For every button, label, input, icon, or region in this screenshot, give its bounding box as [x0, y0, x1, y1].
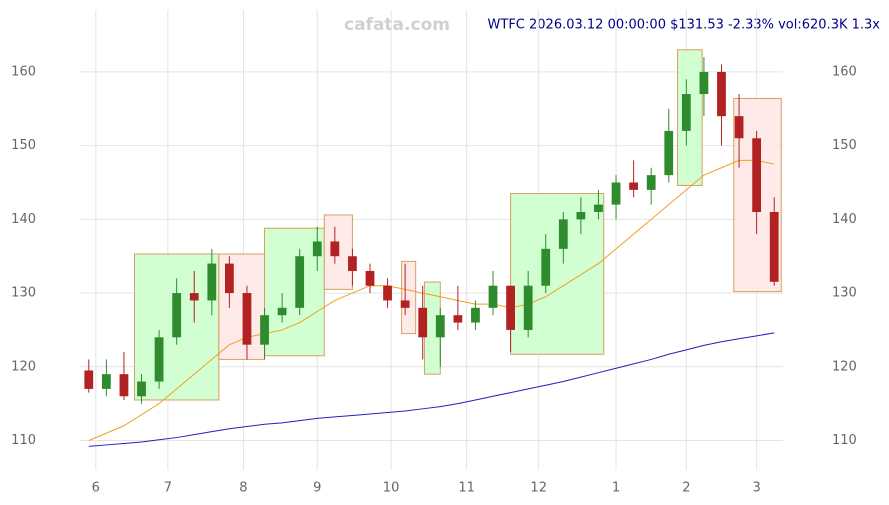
candle-body	[383, 285, 392, 301]
candle-body	[629, 182, 639, 190]
candle-body	[488, 285, 498, 308]
candle-body	[523, 285, 533, 330]
candle-body	[207, 263, 217, 301]
candle-body	[506, 285, 515, 330]
y-tick-label: 110	[11, 433, 36, 448]
candle-body	[365, 270, 375, 286]
candle-body	[418, 307, 428, 338]
range-box	[510, 193, 605, 355]
y-tick-label: 120	[11, 359, 36, 374]
candle-body	[646, 175, 656, 190]
candle-body	[453, 315, 463, 323]
candle-body	[260, 315, 269, 345]
candle-body	[137, 381, 146, 397]
x-tick-label: 12	[530, 481, 547, 496]
range-box	[401, 260, 417, 335]
candle-body	[594, 204, 603, 212]
y-tick-label: 130	[11, 286, 36, 301]
candle-body	[172, 293, 182, 338]
candle-body	[541, 248, 551, 286]
watermark: cafata.com	[344, 15, 450, 35]
candle-body	[84, 370, 94, 389]
candle-body	[664, 130, 674, 176]
chart-title: WTFC 2026.03.12 00:00:00 $131.53 -2.33% …	[488, 18, 881, 33]
candle-body	[224, 263, 234, 294]
x-tick-label: 6	[92, 481, 100, 496]
x-tick-label: 10	[383, 481, 400, 496]
candle-body	[348, 256, 357, 271]
candle-body	[312, 241, 322, 257]
moving-average	[88, 159, 775, 441]
y-tick-label: 160	[11, 64, 36, 79]
candle-body	[277, 307, 287, 316]
candle-body	[699, 71, 709, 95]
y-tick-label: 150	[11, 138, 36, 153]
candle-body	[752, 138, 762, 212]
moving-average	[88, 332, 775, 447]
y-tick-label-right: 160	[832, 64, 857, 79]
candle-body	[400, 300, 410, 308]
candle-body	[717, 71, 726, 117]
y-tick-label: 140	[11, 212, 36, 227]
candle-body	[242, 293, 252, 345]
candle-body	[119, 374, 129, 397]
y-tick-label-right: 150	[832, 138, 857, 153]
candle-body	[435, 315, 445, 338]
candle-body	[295, 256, 305, 308]
candle-body	[189, 293, 199, 301]
y-tick-label-right: 110	[832, 433, 857, 448]
candle-body	[471, 307, 480, 323]
x-tick-label: 7	[164, 481, 172, 496]
candle-body	[330, 241, 340, 257]
x-tick-label: 2	[682, 481, 690, 496]
candle-body	[734, 116, 744, 139]
x-tick-label: 9	[313, 481, 321, 496]
x-tick-label: 11	[458, 481, 475, 496]
y-tick-label-right: 120	[832, 359, 857, 374]
candle-body	[611, 182, 621, 205]
y-tick-label-right: 140	[832, 212, 857, 227]
candle-body	[558, 219, 568, 249]
x-tick-label: 1	[612, 481, 620, 496]
candle-body	[681, 94, 691, 131]
y-tick-label-right: 130	[832, 286, 857, 301]
candle-body	[769, 211, 779, 282]
candle-body	[154, 337, 164, 382]
candle-body	[576, 211, 586, 220]
x-tick-label: 8	[239, 481, 247, 496]
x-tick-label: 3	[752, 481, 760, 496]
candle-body	[101, 374, 111, 389]
